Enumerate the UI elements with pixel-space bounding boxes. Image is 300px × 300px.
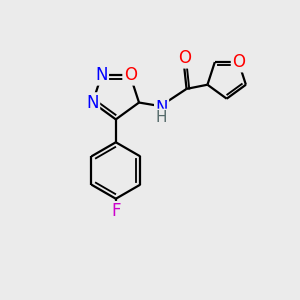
Text: O: O <box>178 49 191 67</box>
Text: F: F <box>111 202 121 220</box>
Text: N: N <box>95 66 108 84</box>
Text: O: O <box>124 66 136 84</box>
Text: N: N <box>86 94 99 112</box>
Text: O: O <box>232 53 245 71</box>
Text: H: H <box>156 110 167 125</box>
Text: N: N <box>155 99 168 117</box>
